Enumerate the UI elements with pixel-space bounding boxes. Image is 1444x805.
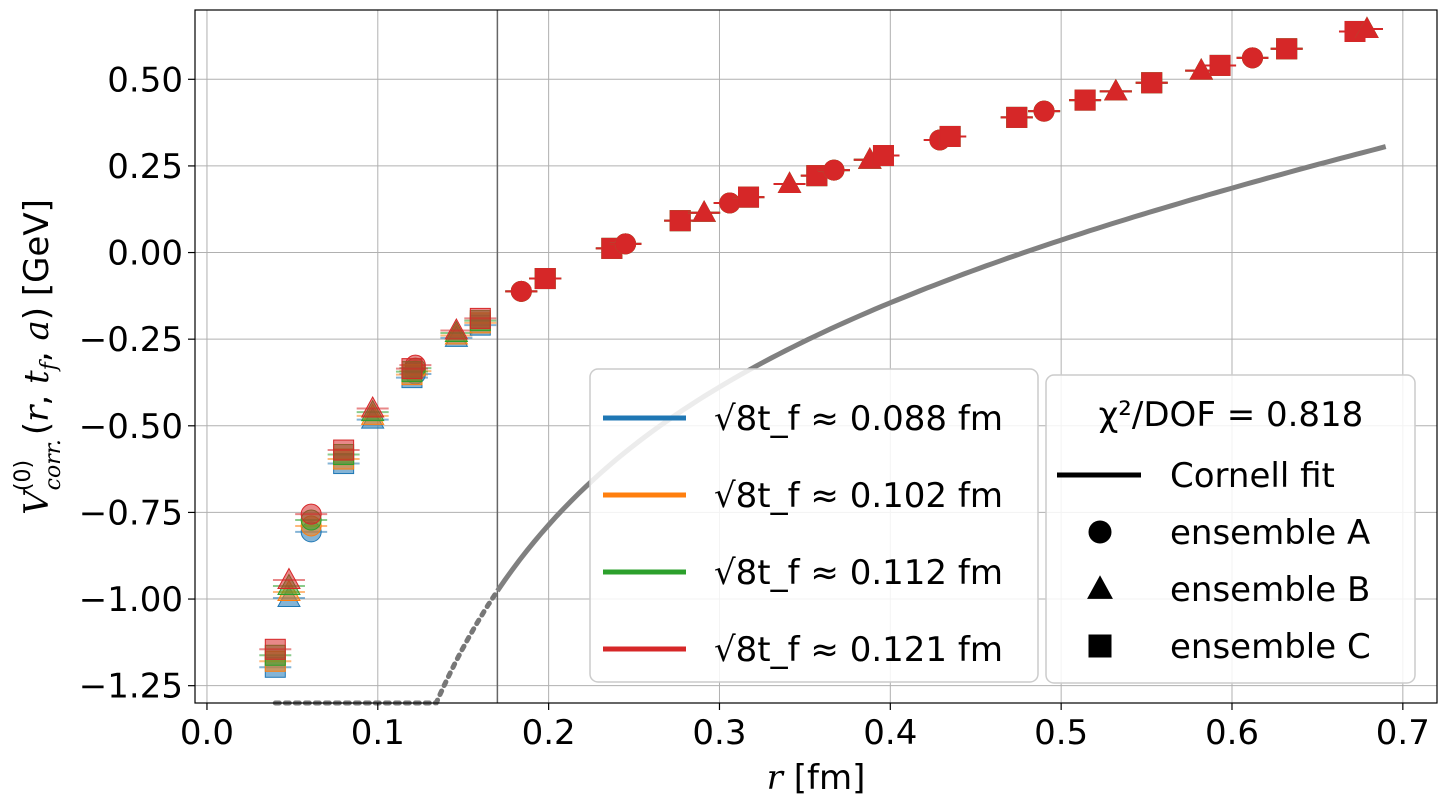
points-layer bbox=[259, 16, 1383, 678]
x-tick-label: 0.0 bbox=[180, 713, 234, 753]
legend-ensemble-label: ensemble C bbox=[1170, 627, 1371, 667]
data-point bbox=[817, 159, 850, 181]
legend-circle-icon bbox=[1088, 520, 1112, 544]
data-point bbox=[1028, 100, 1061, 122]
square-marker bbox=[1209, 54, 1231, 76]
square-marker bbox=[669, 210, 691, 232]
circle-marker bbox=[510, 280, 532, 302]
x-tick-label: 0.5 bbox=[1034, 713, 1088, 753]
data-point bbox=[259, 638, 292, 678]
data-point bbox=[1099, 78, 1132, 101]
legend-ensemble-label: ensemble A bbox=[1170, 513, 1370, 553]
data-point bbox=[464, 307, 497, 336]
x-ticks: 0.0 0.1 0.2 0.3 0.4 0.5 0.6 0.7 bbox=[180, 703, 1430, 753]
circle-marker bbox=[823, 159, 845, 181]
legend-flow-label: √8t_f ≈ 0.102 fm bbox=[714, 476, 1003, 516]
data-point bbox=[505, 280, 538, 302]
square-marker bbox=[1141, 72, 1163, 94]
y-tick-label: −1.25 bbox=[79, 667, 183, 707]
legend-chi2: χ²/DOF = 0.818 bbox=[1099, 395, 1364, 435]
legend-triangle-icon bbox=[1087, 575, 1113, 599]
legend-fit-label: Cornell fit bbox=[1170, 456, 1335, 496]
data-point bbox=[1270, 38, 1303, 60]
y-tick-label: −0.25 bbox=[79, 320, 183, 360]
circle-marker bbox=[1033, 100, 1055, 122]
square-marker bbox=[1074, 89, 1096, 111]
triangle-marker bbox=[444, 317, 469, 340]
triangle-marker bbox=[777, 171, 802, 193]
data-point bbox=[934, 125, 967, 147]
square-marker bbox=[1276, 38, 1298, 60]
legend-flow-label: √8t_f ≈ 0.088 fm bbox=[714, 399, 1003, 439]
square-marker bbox=[738, 186, 760, 208]
circle-marker bbox=[719, 192, 741, 214]
triangle-marker bbox=[360, 395, 385, 418]
triangle-marker bbox=[1189, 58, 1214, 80]
legend-flow-box bbox=[589, 368, 1039, 683]
x-tick-label: 0.3 bbox=[692, 713, 746, 753]
data-point bbox=[1000, 106, 1033, 128]
legend-ensembles: χ²/DOF = 0.818 Cornell fit ensemble A ens… bbox=[1045, 374, 1416, 684]
data-point bbox=[1236, 47, 1269, 69]
data-point bbox=[688, 200, 721, 222]
data-point bbox=[1350, 16, 1383, 39]
data-point bbox=[800, 165, 833, 187]
legend-square-icon bbox=[1088, 634, 1112, 658]
data-point bbox=[440, 317, 473, 347]
y-tick-label: −0.50 bbox=[79, 407, 183, 447]
legend-ensemble-label: ensemble B bbox=[1170, 570, 1370, 610]
x-axis-label: r [fm] bbox=[767, 758, 866, 798]
data-point bbox=[272, 567, 305, 607]
square-marker bbox=[872, 145, 894, 167]
svg-text:r [fm]: r [fm] bbox=[767, 758, 866, 798]
data-point bbox=[327, 439, 360, 475]
data-point bbox=[773, 171, 806, 193]
x-tick-label: 0.6 bbox=[1205, 713, 1259, 753]
square-marker bbox=[469, 307, 491, 329]
legend-ensemble-box bbox=[1045, 374, 1416, 684]
data-point bbox=[867, 145, 900, 167]
circle-marker bbox=[615, 233, 637, 255]
circle-marker bbox=[1241, 47, 1263, 69]
square-marker bbox=[939, 125, 961, 147]
y-axis-label: Vcorr.(0) (r, tf, a) [GeV] bbox=[11, 199, 66, 515]
data-point bbox=[529, 268, 562, 290]
square-marker bbox=[333, 439, 355, 461]
square-marker bbox=[401, 358, 423, 380]
data-point bbox=[664, 210, 697, 232]
data-point bbox=[395, 358, 428, 389]
x-tick-label: 0.4 bbox=[863, 713, 917, 753]
y-tick-label: 0.50 bbox=[107, 60, 183, 100]
triangle-marker bbox=[692, 200, 716, 222]
triangle-marker bbox=[1355, 16, 1379, 39]
square-marker bbox=[1006, 106, 1028, 128]
y-tick-label: −0.75 bbox=[79, 493, 183, 533]
y-ticks: 0.50 0.25 0.00 −0.25 −0.50 −0.75 −1.00 −1.25 bbox=[79, 60, 195, 707]
circle-marker bbox=[300, 503, 322, 525]
plot-frame bbox=[194, 9, 1438, 704]
data-point bbox=[356, 395, 389, 429]
legend-flow-label: √8t_f ≈ 0.112 fm bbox=[714, 553, 1003, 593]
data-point bbox=[732, 186, 765, 208]
legend-flow-label: √8t_f ≈ 0.121 fm bbox=[714, 630, 1003, 670]
y-tick-label: 0.00 bbox=[107, 234, 183, 274]
data-point bbox=[1069, 89, 1102, 111]
svg-text:Vcorr.(0) (r, tf, a) [GeV]: Vcorr.(0) (r, tf, a) [GeV] bbox=[11, 199, 66, 515]
data-point bbox=[295, 503, 328, 543]
data-point bbox=[1135, 72, 1168, 94]
x-tick-label: 0.7 bbox=[1376, 713, 1430, 753]
y-tick-label: −1.00 bbox=[79, 580, 183, 620]
square-marker bbox=[534, 268, 556, 290]
triangle-marker bbox=[277, 567, 301, 589]
triangle-marker bbox=[1103, 78, 1128, 101]
x-tick-label: 0.1 bbox=[351, 713, 405, 753]
legend-flow-times: √8t_f ≈ 0.088 fm √8t_f ≈ 0.102 fm √8t_f ≈ … bbox=[589, 368, 1039, 683]
x-tick-label: 0.2 bbox=[522, 713, 576, 753]
data-point bbox=[609, 233, 642, 255]
y-tick-label: 0.25 bbox=[107, 147, 183, 187]
data-point bbox=[1204, 54, 1237, 76]
square-marker bbox=[264, 638, 286, 660]
